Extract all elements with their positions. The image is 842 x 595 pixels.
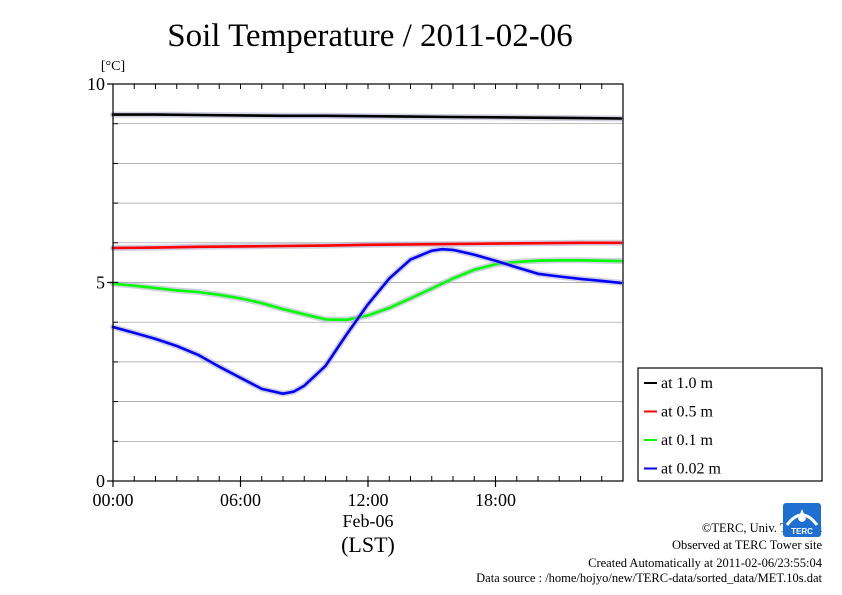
y-tick-label: 5	[96, 273, 105, 293]
series-lines	[110, 111, 624, 397]
y-tick-label: 0	[96, 471, 105, 491]
y-axis-unit-label: [°C]	[101, 59, 125, 74]
x-tick-label: 00:00	[92, 490, 133, 510]
x-tick-label: 18:00	[475, 490, 516, 510]
terc-logo-text: TERC	[791, 527, 813, 536]
credit-created: Created Automatically at 2011-02-06/23:5…	[588, 556, 822, 570]
x-axis-unit-label: (LST)	[341, 532, 395, 557]
axis-ticks: 0 5 10 00:00 06:00 12:00 18:00	[87, 74, 603, 510]
legend-label: at 0.5 m	[661, 404, 714, 421]
series-line-1	[111, 241, 623, 250]
terc-logo-icon: TERC	[783, 503, 821, 537]
grid-lines	[113, 123, 623, 442]
chart-title: Soil Temperature / 2011-02-06	[167, 18, 573, 54]
series-line-3	[111, 247, 623, 396]
legend-label: at 1.0 m	[661, 375, 714, 392]
x-tick-label: 12:00	[347, 490, 388, 510]
legend-label: at 0.02 m	[661, 461, 722, 478]
x-tick-label: 06:00	[220, 490, 261, 510]
series-line-2	[111, 258, 623, 322]
y-tick-label: 10	[87, 74, 105, 94]
x-axis-date-label: Feb-06	[343, 511, 394, 531]
legend-box	[637, 367, 823, 482]
series-halo	[110, 246, 624, 397]
legend: at 1.0 m at 0.5 m at 0.1 m at 0.02 m	[637, 367, 823, 482]
legend-label: at 0.1 m	[661, 432, 714, 449]
series-line-0	[111, 113, 623, 120]
credit-observed: Observed at TERC Tower site	[671, 538, 822, 552]
credit-data-source: Data source : /home/hojyo/new/TERC-data/…	[476, 571, 822, 585]
